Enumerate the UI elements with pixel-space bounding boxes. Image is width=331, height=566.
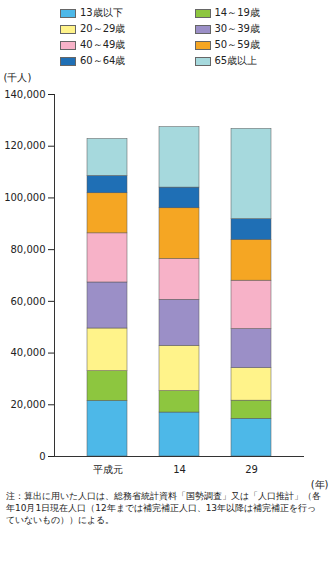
html-text:50～59歳: 50～59歳 bbox=[214, 39, 260, 50]
svg-text:20,000: 20,000 bbox=[11, 399, 46, 410]
svg-text:(千人): (千人) bbox=[4, 72, 32, 83]
html-text:30～39歳: 30～39歳 bbox=[214, 23, 260, 34]
svg-text:平成元: 平成元 bbox=[93, 464, 123, 475]
svg-text:140,000: 140,000 bbox=[4, 89, 45, 100]
svg-text:(年): (年) bbox=[311, 479, 329, 490]
svg-text:14: 14 bbox=[173, 464, 186, 475]
svg-text:60,000: 60,000 bbox=[11, 296, 46, 307]
svg-text:29: 29 bbox=[245, 464, 258, 475]
html-text:65歳以上: 65歳以上 bbox=[214, 55, 258, 66]
html-text:20～29歳: 20～29歳 bbox=[80, 23, 126, 34]
svg-text:100,000: 100,000 bbox=[4, 192, 45, 203]
svg-text:80,000: 80,000 bbox=[11, 244, 46, 255]
svg-text:40,000: 40,000 bbox=[11, 347, 46, 358]
html-text:40～49歳: 40～49歳 bbox=[80, 39, 126, 50]
html-text:60～64歳: 60～64歳 bbox=[80, 55, 126, 66]
html-text:14～19歳: 14～19歳 bbox=[214, 7, 260, 18]
html-text:13歳以下: 13歳以下 bbox=[80, 7, 123, 18]
svg-text:120,000: 120,000 bbox=[4, 140, 45, 151]
svg-text:0: 0 bbox=[39, 451, 45, 462]
html-text:注：算出に用いた人口は、総務省統計資料「国勢調査」又は「人口: 注：算出に用いた人口は、総務省統計資料「国勢調査」又は「人口推計」（各年10月1… bbox=[6, 491, 321, 526]
